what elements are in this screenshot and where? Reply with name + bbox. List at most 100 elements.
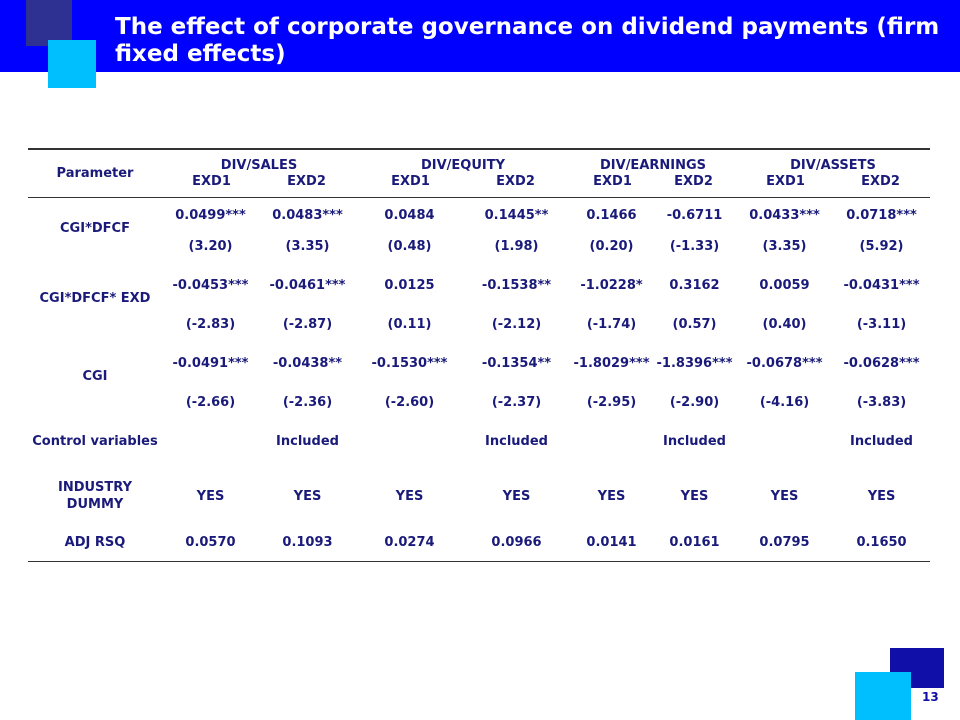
value-cell: YES <box>395 488 424 504</box>
row-label: ADJ RSQ <box>28 525 162 562</box>
value-cell: YES <box>196 488 225 504</box>
coef-cell: 0.3162 <box>669 277 720 293</box>
sub-header: EXD1 <box>391 173 430 189</box>
group-header: DIV/ASSETS EXD1 EXD2 <box>736 148 931 198</box>
value-cell <box>736 415 833 467</box>
group-header: DIV/EARNINGS EXD1 EXD2 <box>570 148 737 198</box>
tstat-cell: (-2.90) <box>669 394 720 410</box>
tstat-cell: (3.35) <box>285 238 330 254</box>
row-label: Control variables <box>32 433 158 449</box>
tstat-cell: (-3.11) <box>856 316 907 332</box>
coef-cell: -0.6711 <box>666 207 723 223</box>
value-cell: YES <box>770 488 799 504</box>
coef-cell: 0.0125 <box>384 277 435 293</box>
value-cell: Included <box>485 433 548 449</box>
table-row: Control variables Included Included Incl… <box>28 415 930 467</box>
table-row: (-2.83) (-2.87) (0.11) (-2.12) (-1.74) (… <box>28 311 930 337</box>
param-header: Parameter <box>28 148 162 198</box>
coef-cell: 0.0059 <box>759 277 810 293</box>
tstat-cell: (5.92) <box>859 238 904 254</box>
decor-square-navy-top <box>26 0 72 46</box>
coef-cell: -0.1354** <box>481 355 552 371</box>
value-cell: 0.0161 <box>653 525 737 562</box>
tstat-cell: (0.11) <box>387 316 432 332</box>
title-bar <box>0 0 960 72</box>
tstat-cell: (0.57) <box>672 316 717 332</box>
tstat-cell: (0.20) <box>589 238 634 254</box>
coef-cell: -0.1530*** <box>371 355 448 371</box>
coef-cell: 0.0433*** <box>749 207 820 223</box>
tstat-cell: (3.20) <box>188 238 233 254</box>
tstat-cell: (-1.33) <box>669 238 720 254</box>
sub-header: EXD2 <box>496 173 535 189</box>
value-cell: Included <box>276 433 339 449</box>
coef-cell: -0.0491*** <box>172 355 249 371</box>
coef-cell: -0.1538** <box>481 277 552 293</box>
coef-cell: -0.0628*** <box>843 355 920 371</box>
table-row: INDUSTRY DUMMY YES YES YES YES YES YES Y… <box>28 467 930 525</box>
group-header: DIV/EQUITY EXD1 EXD2 <box>356 148 571 198</box>
tstat-cell: (-4.16) <box>759 394 810 410</box>
sub-header: EXD2 <box>287 173 326 189</box>
coef-cell: -0.0431*** <box>843 277 920 293</box>
table-header-row: Parameter DIV/SALES EXD1 EXD2 DIV/EQUITY … <box>28 148 931 198</box>
tstat-cell: (-1.74) <box>586 316 637 332</box>
tstat-cell: (-2.95) <box>586 394 637 410</box>
value-cell: 0.0570 <box>162 525 259 562</box>
value-cell: YES <box>597 488 626 504</box>
value-cell: Included <box>663 433 726 449</box>
decor-square-cyan-top <box>48 40 96 88</box>
table-row: (-2.66) (-2.36) (-2.60) (-2.37) (-2.95) … <box>28 389 930 415</box>
table-row: CGI -0.0491*** -0.0438** -0.1530*** -0.1… <box>28 337 930 389</box>
tstat-cell: (0.48) <box>387 238 432 254</box>
table-row: ADJ RSQ 0.0570 0.1093 0.0274 0.0966 0.01… <box>28 525 931 562</box>
sub-header: EXD1 <box>593 173 632 189</box>
row-label: CGI*DFCF* EXD <box>39 290 151 306</box>
coef-cell: 0.1445** <box>484 207 549 223</box>
coef-cell: 0.0718*** <box>846 207 917 223</box>
sub-header: EXD2 <box>861 173 900 189</box>
tstat-cell: (-2.87) <box>282 316 333 332</box>
coef-cell: -1.8029*** <box>573 355 650 371</box>
value-cell: YES <box>680 488 709 504</box>
value-cell: Included <box>850 433 913 449</box>
row-label: CGI*DFCF <box>60 220 130 236</box>
value-cell: YES <box>502 488 531 504</box>
row-label: INDUSTRY DUMMY <box>57 480 132 512</box>
value-cell: 0.0274 <box>356 525 463 562</box>
value-cell: YES <box>867 488 896 504</box>
value-cell: 0.0795 <box>736 525 834 562</box>
coef-cell: -1.0228* <box>580 277 643 293</box>
value-cell: 0.0141 <box>570 525 654 562</box>
tstat-cell: (-2.66) <box>185 394 236 410</box>
coef-cell: -0.0453*** <box>172 277 249 293</box>
coef-cell: 0.0499*** <box>175 207 246 223</box>
tstat-cell: (-3.83) <box>856 394 907 410</box>
coef-cell: -1.8396*** <box>656 355 733 371</box>
sub-header: EXD1 <box>766 173 805 189</box>
coef-cell: -0.0461*** <box>269 277 346 293</box>
table-row: (3.20) (3.35) (0.48) (1.98) (0.20) (-1.3… <box>28 233 930 259</box>
value-cell: YES <box>293 488 322 504</box>
value-cell <box>162 415 259 467</box>
value-cell <box>356 415 463 467</box>
value-cell: 0.0966 <box>463 525 571 562</box>
coef-cell: 0.1466 <box>586 207 637 223</box>
decor-square-cyan-bottom <box>855 672 911 720</box>
group-name: DIV/EQUITY <box>420 157 506 173</box>
results-table: Parameter DIV/SALES EXD1 EXD2 DIV/EQUITY … <box>28 148 931 562</box>
tstat-cell: (-2.12) <box>491 316 542 332</box>
coef-cell: 0.0483*** <box>272 207 343 223</box>
slide-title: The effect of corporate governance on di… <box>115 14 940 67</box>
tstat-cell: (-2.37) <box>491 394 542 410</box>
group-header: DIV/SALES EXD1 EXD2 <box>162 148 356 198</box>
group-name: DIV/EARNINGS <box>600 157 707 173</box>
sub-header: EXD2 <box>674 173 713 189</box>
tstat-cell: (-2.83) <box>185 316 236 332</box>
tstat-cell: (0.40) <box>762 316 807 332</box>
coef-cell: -0.0678*** <box>746 355 823 371</box>
table-row: CGI*DFCF* EXD -0.0453*** -0.0461*** 0.01… <box>28 259 930 311</box>
page-number: 13 <box>922 690 939 704</box>
tstat-cell: (-2.36) <box>282 394 333 410</box>
value-cell: 0.1650 <box>833 525 931 562</box>
